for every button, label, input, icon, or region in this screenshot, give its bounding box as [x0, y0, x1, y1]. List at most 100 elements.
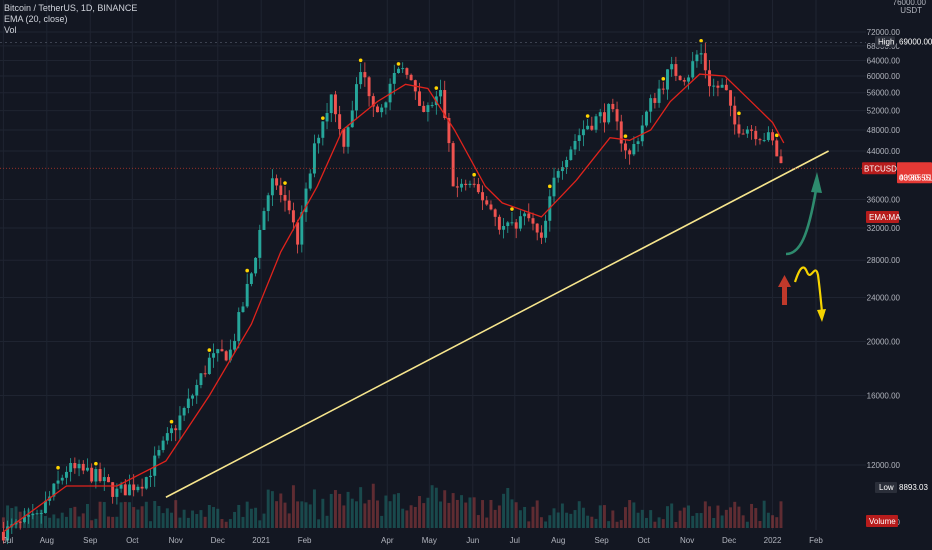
legend-symbol[interactable]: Bitcoin / TetherUS, 1D, BINANCE: [4, 3, 138, 13]
axis-tags: High 69000.00 EMA:MA BTCUSDT40965.0103:30:5…: [862, 36, 932, 527]
candle-body: [447, 117, 451, 144]
volume-bar: [556, 512, 560, 528]
volume-bar: [119, 502, 123, 528]
volume-bar: [535, 500, 539, 528]
candle-body: [157, 450, 161, 456]
volume-bar: [325, 515, 329, 528]
signal-marker-yellow: [207, 348, 212, 352]
ema-line-group: [3, 73, 785, 533]
volume-bar: [527, 521, 531, 528]
candle-body: [485, 200, 489, 205]
high-tag-value-text: 69000.00: [899, 37, 932, 46]
volume-bar: [451, 493, 455, 528]
drawn-annotations: [778, 172, 826, 322]
price-axis[interactable]: 72000.0068000.0064000.0060000.0056000.00…: [867, 0, 927, 527]
candle-body: [766, 132, 770, 141]
candle-body: [6, 526, 10, 541]
candle-body: [325, 113, 329, 122]
volume-bar: [762, 500, 766, 528]
candle-body: [338, 114, 342, 129]
candle-body: [245, 283, 249, 307]
volume-bar: [422, 503, 426, 528]
volume-bar: [418, 496, 421, 528]
volume-bar: [220, 519, 224, 528]
volume-bar: [716, 505, 720, 528]
candle-body: [144, 477, 148, 489]
volume-bar: [724, 509, 728, 528]
candle-body: [569, 149, 573, 160]
candle-body: [598, 112, 602, 117]
candle-body: [199, 373, 203, 386]
candle-body: [535, 223, 539, 233]
volume-bar: [10, 508, 14, 528]
volume-bar: [14, 506, 18, 528]
volume-bar: [312, 489, 316, 528]
volume-bar: [245, 501, 249, 528]
candle-body: [161, 440, 165, 451]
candle-body: [674, 64, 678, 76]
candle-body: [779, 156, 783, 164]
volume-bar: [754, 508, 758, 528]
candle-body: [544, 220, 548, 238]
time-tick-label: Dec: [722, 536, 736, 545]
low-tag-value-box: [897, 482, 932, 493]
volume-bar: [350, 498, 354, 528]
volume-bar: [708, 506, 711, 528]
candle-body: [153, 455, 157, 476]
ema-tag-text: EMA:MA: [869, 213, 901, 222]
candle-body: [590, 125, 594, 130]
volume-bar: [132, 507, 136, 528]
volume-bar: [573, 510, 577, 528]
volume-bar: [733, 501, 737, 528]
candle-body: [308, 173, 312, 189]
signal-marker-yellow: [623, 134, 628, 138]
volume-bar: [291, 485, 295, 528]
volume-bar: [565, 512, 569, 528]
candle-body: [426, 105, 430, 112]
candle-body: [703, 53, 707, 71]
candle-body: [560, 167, 564, 172]
candle-body: [439, 90, 442, 97]
legend-ema[interactable]: EMA (20, close): [4, 14, 68, 24]
volume-bar: [430, 485, 434, 528]
legend-vol[interactable]: Vol: [4, 25, 17, 35]
candle-body: [724, 84, 728, 91]
volume-bar: [165, 508, 169, 528]
volume-bar: [703, 501, 707, 528]
volume-bar: [333, 490, 337, 528]
volume-bar: [186, 517, 190, 528]
candle-body: [502, 226, 506, 230]
candle-body: [191, 395, 195, 399]
volume-bar: [548, 515, 552, 528]
volume-bar: [729, 507, 733, 528]
candle-body: [468, 183, 472, 186]
time-axis[interactable]: Jul Aug Sep Oct Nov Dec 2021 Feb Apr May Jun Jul Aug…: [3, 536, 824, 545]
volume-bar: [439, 501, 442, 528]
candle-body: [645, 111, 648, 126]
signal-marker-yellow: [358, 58, 363, 63]
volume-bar: [367, 499, 371, 528]
candle-body: [741, 133, 745, 135]
time-tick-label: Jun: [466, 536, 479, 545]
support-trendline: [165, 150, 829, 498]
volume-bar: [674, 521, 678, 528]
candle-body: [354, 84, 358, 111]
candle-body: [35, 513, 39, 515]
volume-bar: [371, 483, 375, 528]
signal-marker-yellow: [661, 77, 666, 81]
volume-bar: [632, 502, 636, 528]
candle-body: [233, 340, 237, 350]
candle-body: [687, 77, 690, 82]
candle-body: [632, 144, 636, 155]
candle-body: [699, 53, 703, 55]
volume-bar: [136, 509, 140, 528]
price-tick-label: 32000.00: [867, 224, 901, 233]
volume-bar: [409, 505, 413, 528]
volume-bar: [237, 504, 241, 528]
candle-body: [775, 140, 779, 157]
candle-body: [115, 488, 119, 497]
volume-bar: [682, 507, 686, 528]
candle-body: [317, 137, 321, 144]
